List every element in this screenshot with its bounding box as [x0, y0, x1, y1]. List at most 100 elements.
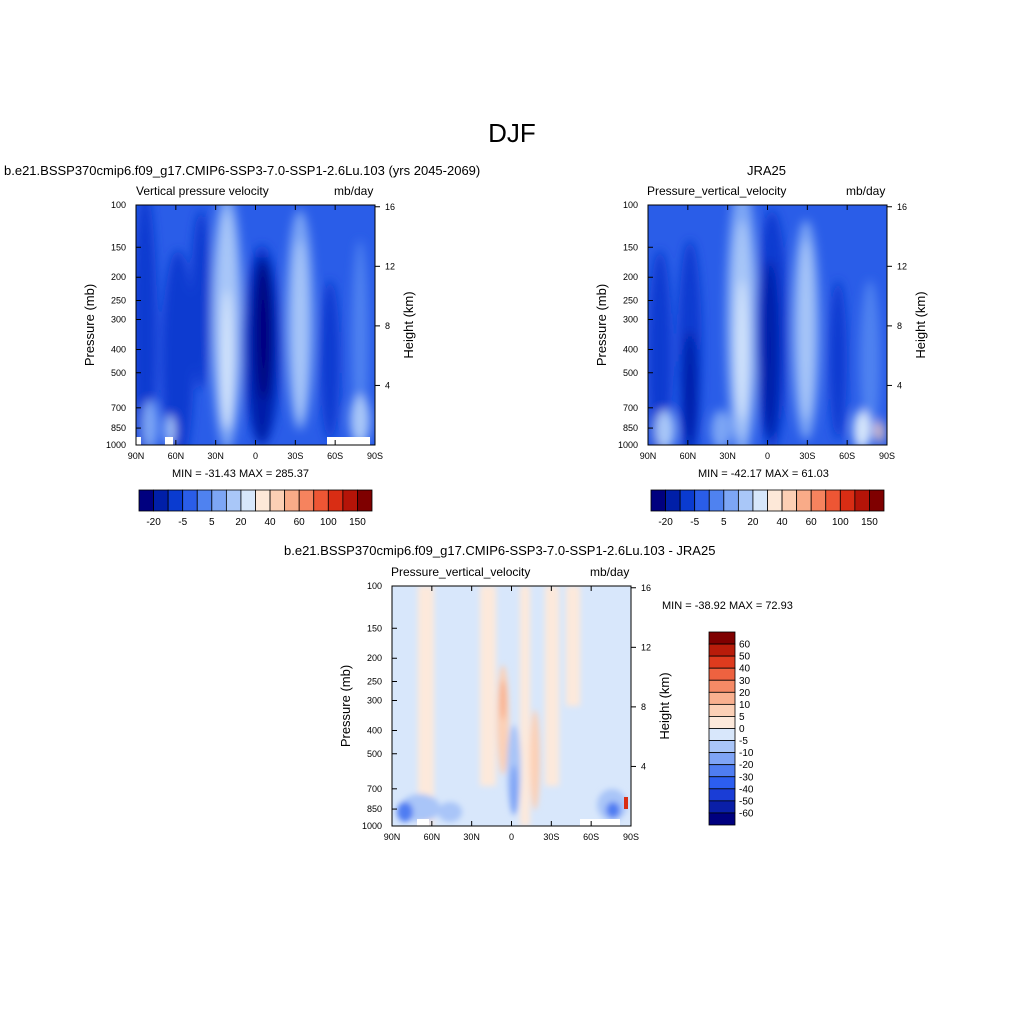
y-tick-label: 700: [111, 403, 126, 413]
colorbar-label: -30: [739, 772, 754, 783]
panel-obs-units: mb/day: [846, 184, 886, 198]
colorbar-label: 40: [777, 517, 789, 528]
y-axis-label: Pressure (mb): [82, 284, 97, 366]
colorbar-box: [211, 489, 227, 512]
colorbar-box: [708, 752, 736, 766]
colorbar-box: [153, 489, 169, 512]
colorbar-box: [708, 800, 736, 814]
y-tick-label: 500: [367, 749, 382, 759]
colorbar-box: [225, 489, 242, 512]
colorbar-box: [182, 489, 198, 512]
x-tick-label: 60S: [839, 451, 855, 461]
colorbar-label: -20: [146, 517, 161, 528]
colorbar-label: -20: [658, 517, 673, 528]
x-tick-label: 60N: [168, 451, 185, 461]
colorbar-box: [708, 716, 736, 729]
colorbar-box: [138, 489, 154, 512]
panel-model-minmax: MIN = -31.43 MAX = 285.37: [172, 468, 309, 480]
colorbar-box: [240, 489, 256, 512]
x-tick-label: 90N: [640, 451, 657, 461]
x-tick-label: 0: [509, 832, 514, 842]
colorbar-model: -20 -5 5 20 40 60 100 150: [138, 489, 373, 528]
colorbar-label: 60: [739, 640, 751, 651]
colorbar-box: [708, 489, 725, 512]
y-tick-label: 1000: [106, 440, 126, 450]
colorbar-box: [708, 703, 736, 717]
y-tick-label: 250: [111, 296, 126, 306]
panel-obs-variable: Pressure_vertical_velocity: [647, 184, 787, 198]
colorbar-label: 20: [747, 517, 759, 528]
y-tick-label: 300: [111, 315, 126, 325]
figure-title: DJF: [488, 118, 536, 148]
colorbar-box: [767, 489, 783, 512]
colorbar-box: [269, 489, 286, 512]
y2-tick-label: 8: [385, 321, 390, 331]
colorbar-box: [708, 679, 736, 693]
y-tick-label: 850: [367, 804, 382, 814]
colorbar-label: 30: [739, 676, 751, 687]
x-tick-label: 30S: [543, 832, 559, 842]
y2-tick-label: 4: [385, 380, 390, 390]
colorbar-box: [327, 489, 344, 512]
panel-diff-contour-field: [392, 586, 631, 826]
colorbar-box: [694, 489, 710, 512]
y-tick-label: 400: [367, 725, 382, 735]
y-tick-label: 850: [623, 423, 638, 433]
colorbar-box: [708, 691, 736, 705]
colorbar-label: -5: [690, 517, 699, 528]
colorbar-box: [708, 655, 736, 669]
colorbar-label: -60: [739, 808, 754, 819]
y-tick-label: 200: [367, 653, 382, 663]
colorbar-label: -40: [739, 784, 754, 795]
axes-layer: 100150200250300400500700850100016128490N…: [82, 200, 928, 842]
y-axis-label: Pressure (mb): [338, 665, 353, 747]
colorbar-label: 40: [739, 664, 751, 675]
axis-group-model: 100 150 200 250 300 400 500 700 850 1000 16 12 8 4 90N…: [82, 200, 416, 461]
colorbar-label: 150: [349, 517, 366, 528]
colorbar-box: [781, 489, 798, 512]
colorbar-box: [810, 489, 827, 512]
y-tick-label: 500: [623, 368, 638, 378]
colorbar-box: [723, 489, 739, 512]
y-tick-label: 250: [367, 677, 382, 687]
colorbar-label: 20: [739, 688, 751, 699]
y-tick-label: 100: [367, 581, 382, 591]
colorbar-box: [708, 812, 736, 826]
y2-axis-label: Height (km): [401, 291, 416, 358]
colorbar-label: 5: [209, 517, 215, 528]
x-tick-label: 0: [253, 451, 258, 461]
colorbar-box: [342, 489, 358, 512]
axis-group-diff: 100 150 200 250 300 400 500 700 850 1000 16 12 8 4 90N…: [338, 581, 672, 842]
colorbar-obs: -20 -5 5 20 40 60 100 150: [650, 489, 885, 528]
colorbar-label: -10: [739, 748, 754, 759]
colorbar-label: 0: [739, 724, 745, 735]
colorbar-box: [708, 776, 736, 790]
x-tick-label: 60N: [424, 832, 441, 842]
y2-tick-label: 12: [641, 642, 651, 652]
y2-tick-label: 4: [897, 380, 902, 390]
y2-tick-label: 16: [897, 202, 907, 212]
colorbar-label: -5: [739, 736, 748, 747]
colorbar-box: [825, 489, 841, 512]
colorbar-label: 100: [832, 517, 849, 528]
x-tick-label: 90N: [128, 451, 145, 461]
y2-tick-label: 8: [641, 702, 646, 712]
axis-group-obs: 100 150 200 250 300 400 500 700 850 1000 16 12 8 4 90N…: [594, 200, 928, 461]
colorbar-label: 100: [320, 517, 337, 528]
colorbar-box: [708, 667, 736, 681]
y-tick-label: 1000: [618, 440, 638, 450]
colorbar-box: [255, 489, 271, 512]
colorbar-label: 5: [721, 517, 727, 528]
y2-tick-label: 8: [897, 321, 902, 331]
colorbars-layer: -20 -5 5 20 40 60 100 150 -20 -5 5 20 40 60 100 1506050…: [138, 489, 885, 826]
colorbar-box: [167, 489, 184, 512]
x-tick-label: 90S: [879, 451, 895, 461]
y-axis-label: Pressure (mb): [594, 284, 609, 366]
colorbar-label: 60: [806, 517, 818, 528]
panel-diff-heading: b.e21.BSSP370cmip6.f09_g17.CMIP6-SSP3-7.…: [284, 543, 716, 558]
colorbar-box: [708, 764, 736, 778]
x-tick-label: 30N: [463, 832, 480, 842]
y2-tick-label: 12: [385, 261, 395, 271]
y-tick-label: 200: [111, 272, 126, 282]
